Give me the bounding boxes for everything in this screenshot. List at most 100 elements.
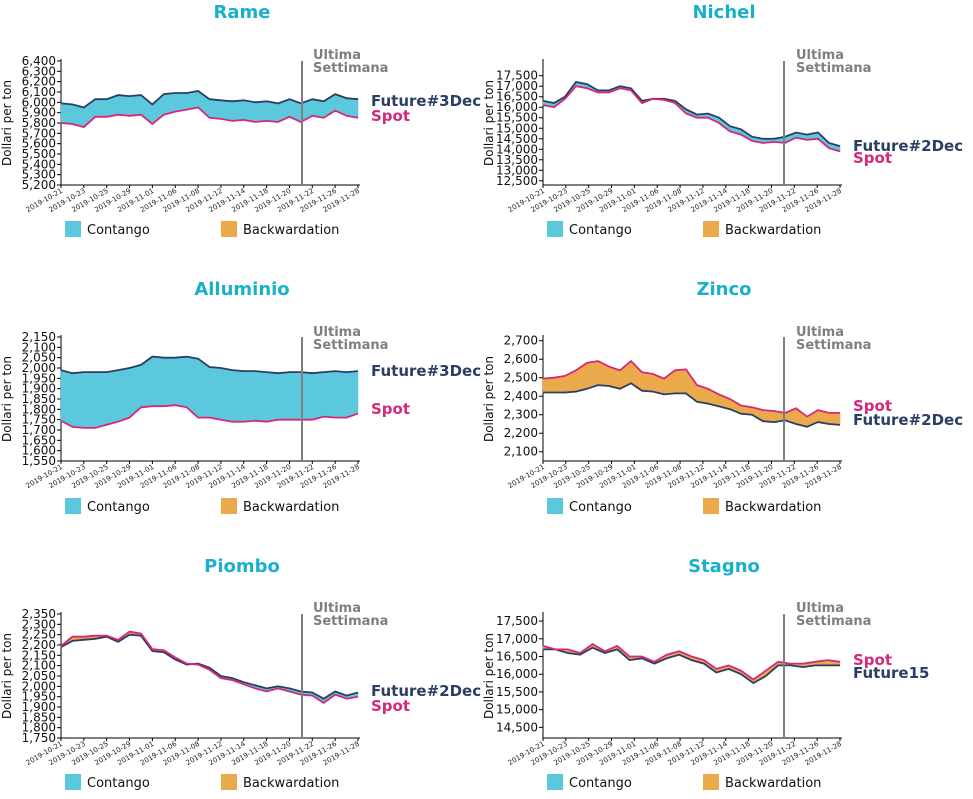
contango-fill-segment bbox=[174, 92, 187, 112]
contango-fill-segment bbox=[106, 369, 119, 426]
spot-line bbox=[542, 643, 841, 681]
contango-fill-segment bbox=[94, 98, 107, 118]
y-axis-label: Dollari per ton bbox=[482, 80, 496, 166]
y-tick-label: 14,000 bbox=[496, 142, 538, 156]
y-tick-label: 2,050 bbox=[22, 351, 56, 365]
contango-fill-segment bbox=[152, 356, 165, 407]
y-tick-label: 1,900 bbox=[22, 700, 56, 714]
contango-fill-segment bbox=[83, 371, 96, 429]
contango-fill-segment bbox=[60, 369, 73, 428]
y-tick-label: 2,150 bbox=[22, 648, 56, 662]
legend-contango-swatch bbox=[547, 774, 563, 790]
y-tick-label: 2,150 bbox=[22, 330, 56, 344]
spot-end-label: Spot bbox=[371, 107, 410, 125]
y-tick-label: 2,600 bbox=[504, 352, 538, 366]
future-line bbox=[60, 90, 359, 109]
legend-backwardation-label: Backwardation bbox=[243, 776, 339, 791]
legend-backwardation-swatch bbox=[221, 498, 237, 514]
y-tick-label: 2,300 bbox=[22, 617, 56, 631]
spot-end-label: Spot bbox=[853, 651, 892, 669]
contango-fill-segment bbox=[346, 97, 359, 119]
chart-alluminio: Alluminio1,5501,6001,6501,7001,7501,8001… bbox=[0, 279, 481, 515]
y-tick-label: 17,500 bbox=[496, 69, 538, 83]
y-tick-label: 5,700 bbox=[22, 126, 56, 140]
y-tick-label: 1,750 bbox=[22, 731, 56, 745]
last-week-annotation-line1: Ultima bbox=[313, 601, 361, 616]
future-end-label: Future#2Dec bbox=[371, 682, 481, 700]
legend-backwardation-swatch bbox=[221, 774, 237, 790]
y-tick-label: 2,400 bbox=[504, 389, 538, 403]
y-tick-label: 5,500 bbox=[22, 147, 56, 161]
y-tick-label: 5,300 bbox=[22, 168, 56, 182]
legend-backwardation-swatch bbox=[703, 498, 719, 514]
last-week-annotation-line2: Settimana bbox=[796, 614, 871, 629]
legend-backwardation-swatch bbox=[221, 221, 237, 237]
y-tick-label: 16,500 bbox=[496, 90, 538, 104]
contango-fill-segment bbox=[243, 370, 256, 423]
y-axis-label: Dollari per ton bbox=[482, 633, 496, 719]
y-tick-label: 1,700 bbox=[22, 423, 56, 437]
legend-backwardation-label: Backwardation bbox=[243, 223, 339, 238]
y-tick-label: 5,900 bbox=[22, 106, 56, 120]
y-tick-label: 5,200 bbox=[22, 178, 56, 192]
y-tick-label: 1,950 bbox=[22, 371, 56, 385]
y-tick-label: 6,100 bbox=[22, 85, 56, 99]
y-tick-label: 5,400 bbox=[22, 157, 56, 171]
contango-fill-segment bbox=[323, 370, 336, 418]
y-tick-label: 15,000 bbox=[496, 703, 538, 717]
y-tick-label: 16,000 bbox=[496, 667, 538, 681]
y-tick-label: 15,000 bbox=[496, 121, 538, 135]
chart-zinco: Zinco 2,100 2,200 2,300 2,400 2,500 2,600 2,700… bbox=[482, 279, 963, 515]
chart-rame: Rame 5,2005,3005,4005,5005,6005,7005,8005… bbox=[0, 2, 481, 238]
y-tick-label: 2,200 bbox=[22, 638, 56, 652]
backwardation-fill-segment bbox=[586, 360, 599, 390]
legend-contango-label: Contango bbox=[569, 776, 632, 791]
y-tick-label: 15,500 bbox=[496, 685, 538, 699]
legend-contango-label: Contango bbox=[569, 500, 632, 515]
legend-contango-label: Contango bbox=[87, 776, 150, 791]
chart-title: Stagno bbox=[688, 556, 760, 577]
spot-line bbox=[60, 106, 359, 129]
y-tick-label: 1,950 bbox=[22, 690, 56, 704]
chart-title: Alluminio bbox=[194, 279, 289, 300]
y-tick-label: 1,600 bbox=[22, 444, 56, 458]
legend-contango-label: Contango bbox=[569, 223, 632, 238]
contango-fill-segment bbox=[289, 371, 302, 420]
contango-fill-segment bbox=[312, 98, 325, 119]
y-tick-label: 1,800 bbox=[22, 721, 56, 735]
contango-fill-segment bbox=[197, 358, 210, 418]
contango-fill-segment bbox=[117, 367, 130, 423]
future-end-label: Future#2Dec bbox=[853, 411, 963, 429]
y-axis-label: Dollari per ton bbox=[0, 633, 14, 719]
legend-contango-swatch bbox=[65, 498, 81, 514]
contango-fill-segment bbox=[334, 370, 347, 418]
backwardation-fill-segment bbox=[553, 375, 566, 393]
y-tick-label: 1,550 bbox=[22, 454, 56, 468]
y-tick-label: 17,000 bbox=[496, 632, 538, 646]
y-tick-label: 2,200 bbox=[504, 426, 538, 440]
future-line bbox=[60, 355, 359, 375]
contango-fill-segment bbox=[312, 371, 325, 421]
last-week-annotation-line2: Settimana bbox=[796, 338, 871, 353]
chart-stagno: Stagno 14,500 15,000 15,500 16,000 16,500 17,0… bbox=[482, 556, 929, 791]
future-end-label: Future#3Dec bbox=[371, 92, 481, 110]
y-tick-label: 14,500 bbox=[496, 132, 538, 146]
y-tick-label: 2,300 bbox=[504, 408, 538, 422]
y-tick-label: 6,400 bbox=[22, 54, 56, 68]
spot-end-label: Spot bbox=[371, 400, 410, 418]
legend-contango-swatch bbox=[547, 221, 563, 237]
last-week-annotation-line1: Ultima bbox=[796, 48, 844, 63]
legend-contango-swatch bbox=[65, 774, 81, 790]
spot-end-label: Spot bbox=[371, 697, 410, 715]
spot-end-label: Spot bbox=[853, 149, 892, 167]
legend-backwardation-label: Backwardation bbox=[243, 500, 339, 515]
last-week-annotation-line1: Ultima bbox=[313, 325, 361, 340]
y-tick-label: 2,500 bbox=[504, 371, 538, 385]
y-tick-label: 17,500 bbox=[496, 614, 538, 628]
y-tick-label: 16,500 bbox=[496, 650, 538, 664]
spot-end-label: Spot bbox=[853, 397, 892, 415]
y-tick-label: 2,100 bbox=[22, 340, 56, 354]
y-tick-label: 2,100 bbox=[504, 445, 538, 459]
future-line bbox=[543, 382, 841, 428]
y-axis-label: Dollari per ton bbox=[482, 356, 496, 442]
